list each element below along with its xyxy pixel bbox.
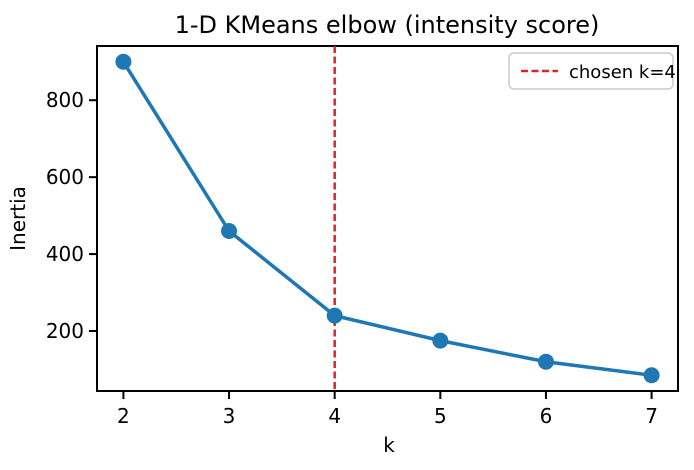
data-point-marker: [115, 53, 132, 70]
x-tick-label: 3: [223, 404, 236, 428]
legend-entry-label: chosen k=4: [569, 62, 676, 83]
x-tick-label: 4: [328, 404, 341, 428]
y-tick-label: 400: [46, 242, 84, 266]
x-tick-label: 6: [540, 404, 553, 428]
series-line: [121, 60, 654, 377]
y-axis-label: Inertia: [6, 186, 30, 251]
data-point-marker: [432, 332, 449, 349]
series-group: [115, 53, 660, 384]
chart-title: 1-D KMeans elbow (intensity score): [175, 11, 600, 39]
y-tick-label: 800: [46, 88, 84, 112]
x-axis: 2 3 4 5 6 7: [117, 391, 658, 428]
y-axis: 200 400 600 800: [46, 88, 97, 343]
y-tick-label: 200: [46, 319, 84, 343]
x-tick-label: 2: [117, 404, 130, 428]
x-axis-label: k: [383, 433, 395, 457]
plot-area-frame: [96, 45, 679, 392]
x-tick-label: 5: [434, 404, 447, 428]
legend-box: [508, 52, 674, 90]
data-point-marker: [326, 307, 343, 324]
y-tick-label: 600: [46, 165, 84, 189]
x-tick-label: 7: [645, 404, 658, 428]
data-point-marker: [221, 223, 238, 239]
data-point-marker: [537, 353, 554, 370]
data-point-marker: [643, 367, 660, 384]
legend: chosen k=4: [508, 52, 676, 90]
